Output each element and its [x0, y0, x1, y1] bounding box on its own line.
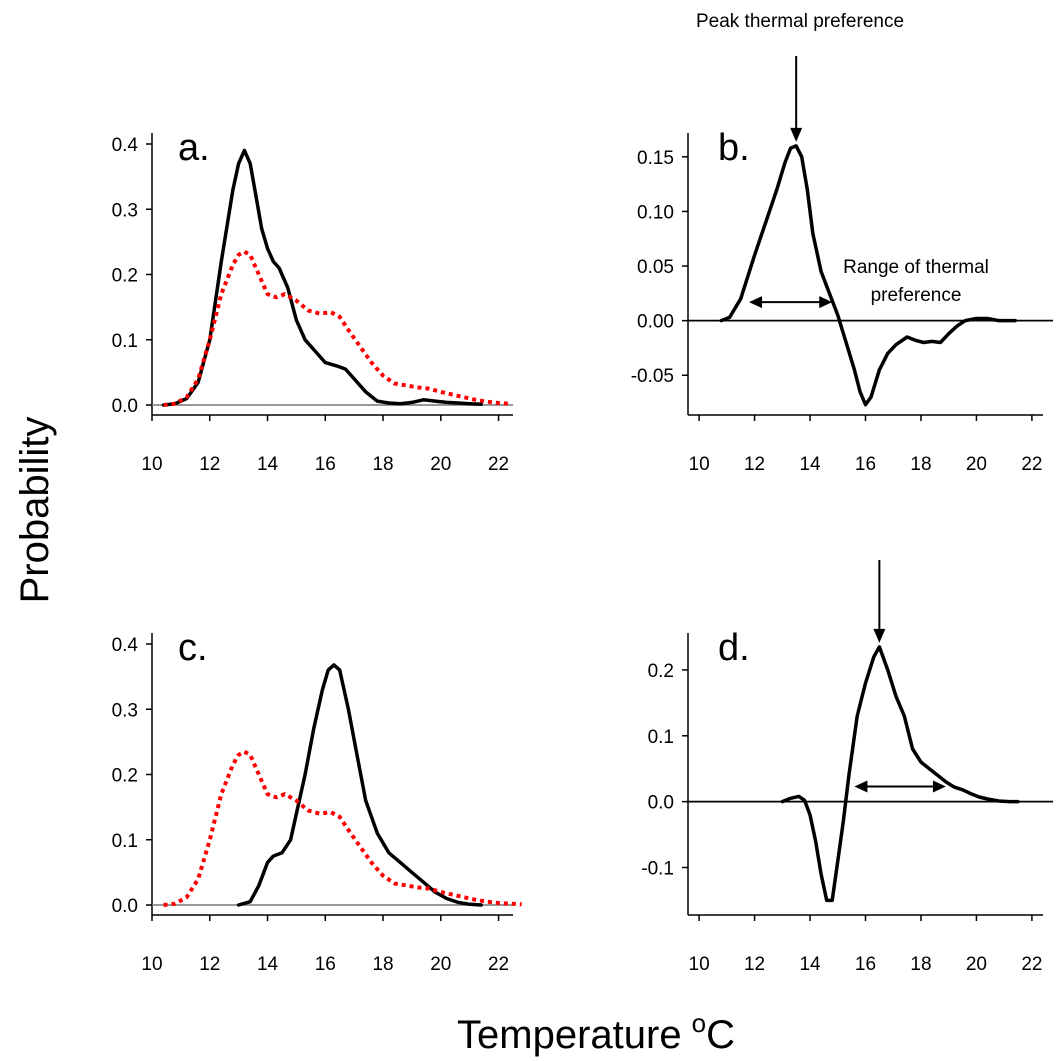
x-tick-label: 20	[966, 454, 987, 475]
x-tick-label: 20	[966, 954, 987, 975]
x-tick-label: 10	[141, 454, 162, 475]
y-tick-label: 0.00	[637, 312, 674, 333]
x-tick-label: 12	[199, 954, 220, 975]
x-tick-label: 16	[315, 454, 336, 475]
y-tick-label: 0.0	[112, 896, 138, 917]
y-tick-label: 0.1	[112, 831, 138, 852]
panel-label: b.	[718, 127, 750, 169]
panel-d: -0.1 0.0 0.1 0.2 10 12 14 16 18 20 22 d.	[641, 560, 1053, 975]
series-line-solid	[161, 148, 483, 407]
x-axis-title: Temperature oC	[457, 1008, 735, 1057]
peak-arrow-head	[873, 628, 886, 643]
x-tick-label: 10	[689, 454, 710, 475]
x-tick-label: 18	[372, 454, 393, 475]
x-axis-title-degree: o	[692, 1008, 706, 1038]
series-line-solid	[236, 663, 483, 907]
x-tick-label: 20	[430, 954, 451, 975]
y-tick-label: 0.1	[648, 727, 674, 748]
y-tick-label: 0.2	[112, 766, 138, 787]
range-arrow-head-left	[854, 780, 868, 793]
panel-label: c.	[178, 627, 208, 669]
panel-label: d.	[718, 627, 750, 669]
x-tick-label: 18	[910, 954, 931, 975]
panel-a: 0.0 0.1 0.2 0.3 0.4 10 12 14 16 18 20 22 a.	[112, 127, 513, 475]
x-tick-label: 14	[799, 954, 821, 975]
x-tick-label: 16	[855, 954, 876, 975]
range-arrow-head-left	[749, 296, 763, 309]
panel-c: 0.0 0.1 0.2 0.3 0.4 10 12 14 16 18 20 22 c.	[112, 627, 522, 975]
x-tick-label: 12	[744, 954, 765, 975]
series-line-dotted	[163, 749, 522, 907]
x-tick-label: 18	[372, 954, 393, 975]
y-axis-title: Probability	[13, 417, 57, 604]
y-tick-label: 0.4	[112, 135, 139, 156]
x-tick-label: 14	[257, 954, 279, 975]
peak-annotation: Peak thermal preference	[696, 11, 904, 32]
x-tick-label: 16	[315, 954, 336, 975]
x-tick-label: 14	[799, 454, 821, 475]
range-arrow-head-right	[819, 296, 833, 309]
x-tick-label: 14	[257, 454, 279, 475]
y-tick-label: 0.2	[648, 661, 674, 682]
y-tick-label: 0.2	[112, 266, 138, 287]
y-tick-label: -0.05	[631, 366, 674, 387]
x-axis-title-unit: C	[706, 1013, 735, 1057]
peak-arrow-head	[790, 127, 803, 142]
x-tick-label: 22	[1021, 454, 1042, 475]
x-tick-label: 22	[488, 954, 509, 975]
series-line-solid	[780, 645, 1020, 903]
range-arrow-head-right	[932, 780, 946, 793]
series-line-dotted	[163, 249, 511, 407]
x-tick-label: 10	[141, 954, 162, 975]
range-annotation-line2: preference	[871, 285, 962, 306]
y-tick-label: 0.10	[637, 202, 674, 223]
x-tick-label: 12	[744, 454, 765, 475]
panel-b: -0.05 0.00 0.05 0.10 0.15 10 12 14 16 18 20 22 b.	[631, 56, 1053, 475]
panel-label: a.	[178, 127, 210, 169]
y-tick-label: 0.3	[112, 200, 138, 221]
x-axis-title-text: Temperature	[457, 1013, 682, 1057]
y-tick-label: 0.1	[112, 331, 138, 352]
y-tick-label: 0.0	[648, 793, 674, 814]
x-tick-label: 22	[1021, 954, 1042, 975]
range-annotation-line1: Range of thermal	[843, 257, 989, 278]
x-tick-label: 12	[199, 454, 220, 475]
y-tick-label: 0.4	[112, 635, 139, 656]
y-tick-label: 0.0	[112, 396, 138, 417]
x-tick-label: 10	[689, 954, 710, 975]
y-tick-label: 0.05	[637, 257, 674, 278]
y-tick-label: -0.1	[641, 858, 674, 879]
x-tick-label: 20	[430, 454, 451, 475]
x-tick-label: 18	[910, 454, 931, 475]
y-tick-label: 0.3	[112, 700, 138, 721]
x-tick-label: 16	[855, 454, 876, 475]
series-line-solid	[719, 144, 1018, 407]
y-tick-label: 0.15	[637, 148, 674, 169]
x-tick-label: 22	[488, 454, 509, 475]
